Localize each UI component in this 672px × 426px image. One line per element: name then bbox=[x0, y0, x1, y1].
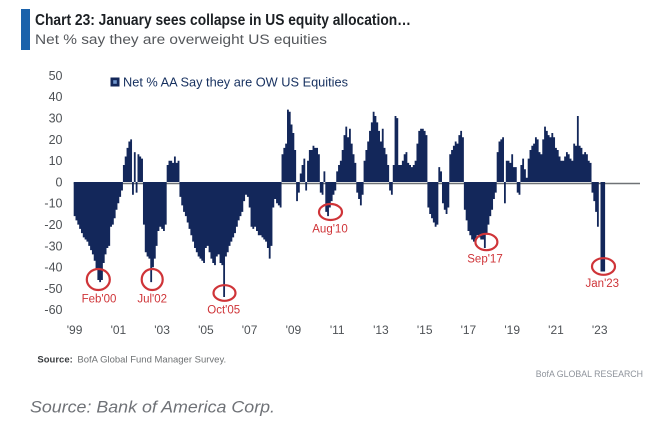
svg-text:'19: '19 bbox=[504, 323, 520, 337]
svg-text:Jul'02: Jul'02 bbox=[137, 294, 167, 306]
svg-text:Chart 23: January sees collaps: Chart 23: January sees collapse in US eq… bbox=[35, 12, 411, 29]
svg-text:50: 50 bbox=[49, 69, 63, 83]
svg-text:-20: -20 bbox=[44, 218, 62, 232]
svg-text:'03: '03 bbox=[154, 323, 170, 337]
svg-text:10: 10 bbox=[49, 154, 63, 168]
svg-text:-60: -60 bbox=[44, 303, 62, 317]
svg-text:Oct'05: Oct'05 bbox=[207, 305, 240, 317]
svg-text:Aug'10: Aug'10 bbox=[312, 224, 347, 236]
svg-text:'11: '11 bbox=[330, 323, 345, 337]
svg-text:'15: '15 bbox=[417, 323, 433, 337]
svg-text:'21: '21 bbox=[548, 323, 564, 337]
svg-text:Source: Bank of America Corp.: Source: Bank of America Corp. bbox=[30, 398, 275, 417]
svg-text:'07: '07 bbox=[242, 323, 258, 337]
svg-text:-10: -10 bbox=[44, 197, 62, 211]
svg-text:Jan'23: Jan'23 bbox=[586, 278, 620, 290]
svg-text:'05: '05 bbox=[198, 323, 214, 337]
svg-text:Sep'17: Sep'17 bbox=[467, 254, 502, 266]
svg-text:-50: -50 bbox=[44, 282, 62, 296]
svg-text:40: 40 bbox=[49, 90, 63, 104]
svg-text:'01: '01 bbox=[111, 323, 127, 337]
svg-text:'99: '99 bbox=[67, 323, 83, 337]
svg-text:BofA GLOBAL RESEARCH: BofA GLOBAL RESEARCH bbox=[536, 369, 643, 379]
svg-text:-30: -30 bbox=[44, 239, 62, 253]
svg-text:'17: '17 bbox=[461, 323, 477, 337]
svg-text:20: 20 bbox=[49, 133, 63, 147]
svg-text:Feb'00: Feb'00 bbox=[82, 294, 117, 306]
svg-text:0: 0 bbox=[56, 175, 63, 189]
svg-text:Net % say they are overweight: Net % say they are overweight US equitie… bbox=[35, 32, 327, 47]
svg-text:'13: '13 bbox=[373, 323, 389, 337]
svg-text:Net % AA Say they are OW US Eq: Net % AA Say they are OW US Equities bbox=[123, 76, 348, 90]
svg-text:'09: '09 bbox=[286, 323, 302, 337]
svg-text:'23: '23 bbox=[592, 323, 608, 337]
svg-text:-40: -40 bbox=[44, 261, 62, 275]
svg-text:30: 30 bbox=[49, 112, 63, 126]
svg-text:Source: BofA Global Fund Manag: Source: BofA Global Fund Manager Survey. bbox=[37, 355, 226, 366]
